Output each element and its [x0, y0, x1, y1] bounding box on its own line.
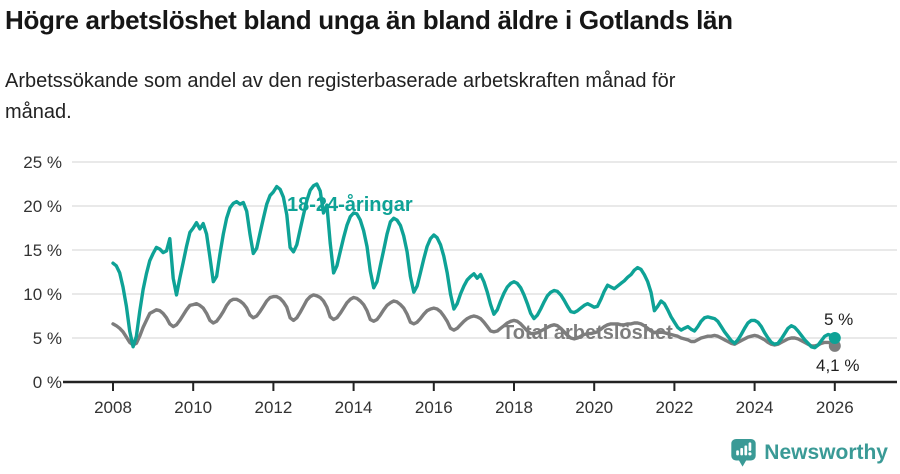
- series-line: [111, 293, 837, 348]
- series-layer: [111, 182, 841, 352]
- x-axis-tick-label: 2026: [816, 398, 854, 417]
- chart-subtitle: Arbetssökande som andel av den registerb…: [5, 70, 676, 123]
- brand-name: Newsworthy: [764, 441, 888, 464]
- unemployment-line-chart: 0 %5 %10 %15 %20 %25 % 2008 2010 2012 2014 2…: [23, 153, 897, 417]
- y-axis-tick-label: 5 %: [33, 329, 62, 348]
- x-axis-tick-label: 2008: [94, 398, 132, 417]
- x-axis-tick-label: 2024: [736, 398, 774, 417]
- y-axis-tick-label: 0 %: [33, 373, 62, 392]
- series-line: [111, 182, 837, 350]
- x-axis-tick-label: 2014: [335, 398, 373, 417]
- grid-layer: 0 % 5 % 10 % 15 % 20 % 25 %: [23, 153, 897, 392]
- y-axis-tick-label: 15 %: [23, 241, 62, 260]
- axis-layer: 2008 2010 2012 2014 2016 2018 2020 2022 2024 2026: [63, 380, 897, 417]
- newsworthy-logo-icon: [731, 438, 756, 467]
- end-value-label-youth: 5 %: [824, 310, 853, 329]
- series-end-dot: [828, 332, 841, 344]
- x-axis-tick-label: 2018: [495, 398, 533, 417]
- brand-footer: Newsworthy: [730, 438, 888, 468]
- y-axis-tick-label: 25 %: [23, 153, 62, 172]
- chart-area: 0 % 5 % 10 % 15 % 20 % 25 % 2008 2010 2012 2014 2…: [0, 140, 900, 440]
- x-axis-tick-label: 2022: [655, 398, 693, 417]
- y-axis-tick-label: 10 %: [23, 285, 62, 304]
- x-axis-tick-label: 2020: [575, 398, 613, 417]
- series-label-total: Total arbetslöshet: [502, 322, 673, 344]
- x-axis-tick-label: 2012: [254, 398, 292, 417]
- end-value-label-total: 4,1 %: [816, 356, 859, 375]
- x-axis-tick-label: 2016: [415, 398, 453, 417]
- series-label-youth: 18-24-åringar: [287, 193, 413, 216]
- page-title: Högre arbetslöshet bland unga än bland ä…: [5, 5, 733, 35]
- y-axis-tick-label: 20 %: [23, 197, 62, 216]
- x-axis-tick-label: 2010: [174, 398, 212, 417]
